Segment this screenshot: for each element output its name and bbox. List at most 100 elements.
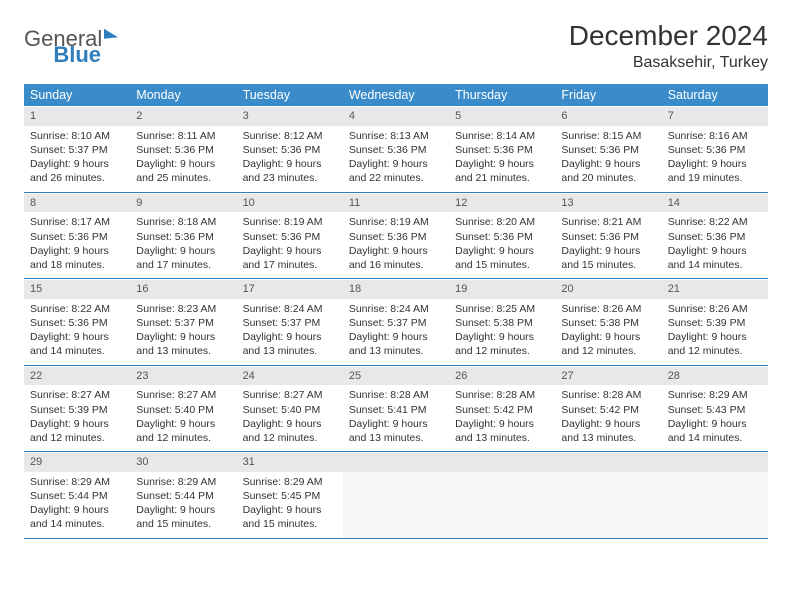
sunset-text: Sunset: 5:39 PM (668, 316, 762, 330)
day-body: Sunrise: 8:13 AMSunset: 5:36 PMDaylight:… (343, 126, 449, 192)
sunrise-text: Sunrise: 8:26 AM (561, 302, 655, 316)
daylight-text: Daylight: 9 hours and 23 minutes. (243, 157, 337, 185)
day-body: Sunrise: 8:27 AMSunset: 5:40 PMDaylight:… (237, 385, 343, 451)
sunset-text: Sunset: 5:39 PM (30, 403, 124, 417)
daylight-text: Daylight: 9 hours and 20 minutes. (561, 157, 655, 185)
sunrise-text: Sunrise: 8:26 AM (668, 302, 762, 316)
calendar-cell: 15Sunrise: 8:22 AMSunset: 5:36 PMDayligh… (24, 279, 130, 366)
weekday-header: Saturday (662, 84, 768, 106)
sunrise-text: Sunrise: 8:28 AM (561, 388, 655, 402)
calendar-cell: 24Sunrise: 8:27 AMSunset: 5:40 PMDayligh… (237, 365, 343, 452)
sunrise-text: Sunrise: 8:28 AM (455, 388, 549, 402)
logo-sail-icon (104, 27, 118, 38)
calendar-cell: 12Sunrise: 8:20 AMSunset: 5:36 PMDayligh… (449, 192, 555, 279)
calendar-row: 8Sunrise: 8:17 AMSunset: 5:36 PMDaylight… (24, 192, 768, 279)
day-number: 8 (24, 193, 130, 213)
calendar-row: 15Sunrise: 8:22 AMSunset: 5:36 PMDayligh… (24, 279, 768, 366)
calendar-cell: 8Sunrise: 8:17 AMSunset: 5:36 PMDaylight… (24, 192, 130, 279)
calendar-cell: 17Sunrise: 8:24 AMSunset: 5:37 PMDayligh… (237, 279, 343, 366)
sunset-text: Sunset: 5:40 PM (243, 403, 337, 417)
day-number: 22 (24, 366, 130, 386)
logo-line2: GeBlue (24, 42, 768, 68)
day-body: Sunrise: 8:14 AMSunset: 5:36 PMDaylight:… (449, 126, 555, 192)
calendar-cell: 14Sunrise: 8:22 AMSunset: 5:36 PMDayligh… (662, 192, 768, 279)
sunset-text: Sunset: 5:36 PM (561, 230, 655, 244)
daylight-text: Daylight: 9 hours and 17 minutes. (243, 244, 337, 272)
day-body: Sunrise: 8:15 AMSunset: 5:36 PMDaylight:… (555, 126, 661, 192)
calendar-cell: 9Sunrise: 8:18 AMSunset: 5:36 PMDaylight… (130, 192, 236, 279)
day-body: Sunrise: 8:24 AMSunset: 5:37 PMDaylight:… (343, 299, 449, 365)
day-number: 1 (24, 106, 130, 126)
day-body: Sunrise: 8:22 AMSunset: 5:36 PMDaylight:… (662, 212, 768, 278)
sunrise-text: Sunrise: 8:23 AM (136, 302, 230, 316)
calendar-cell: 6Sunrise: 8:15 AMSunset: 5:36 PMDaylight… (555, 106, 661, 192)
sunrise-text: Sunrise: 8:21 AM (561, 215, 655, 229)
day-body: Sunrise: 8:28 AMSunset: 5:42 PMDaylight:… (555, 385, 661, 451)
sunset-text: Sunset: 5:36 PM (455, 143, 549, 157)
sunset-text: Sunset: 5:36 PM (561, 143, 655, 157)
sunset-text: Sunset: 5:44 PM (136, 489, 230, 503)
calendar-cell: 16Sunrise: 8:23 AMSunset: 5:37 PMDayligh… (130, 279, 236, 366)
sunset-text: Sunset: 5:36 PM (243, 230, 337, 244)
weekday-header: Sunday (24, 84, 130, 106)
day-body: Sunrise: 8:24 AMSunset: 5:37 PMDaylight:… (237, 299, 343, 365)
sunset-text: Sunset: 5:36 PM (136, 143, 230, 157)
sunrise-text: Sunrise: 8:19 AM (349, 215, 443, 229)
weekday-header: Wednesday (343, 84, 449, 106)
day-body: Sunrise: 8:19 AMSunset: 5:36 PMDaylight:… (343, 212, 449, 278)
calendar-body: 1Sunrise: 8:10 AMSunset: 5:37 PMDaylight… (24, 106, 768, 538)
sunrise-text: Sunrise: 8:29 AM (136, 475, 230, 489)
daylight-text: Daylight: 9 hours and 13 minutes. (349, 330, 443, 358)
day-body: Sunrise: 8:17 AMSunset: 5:36 PMDaylight:… (24, 212, 130, 278)
daylight-text: Daylight: 9 hours and 18 minutes. (30, 244, 124, 272)
day-number: 29 (24, 452, 130, 472)
sunset-text: Sunset: 5:42 PM (455, 403, 549, 417)
day-number: 9 (130, 193, 236, 213)
day-body: Sunrise: 8:16 AMSunset: 5:36 PMDaylight:… (662, 126, 768, 192)
calendar-cell: 21Sunrise: 8:26 AMSunset: 5:39 PMDayligh… (662, 279, 768, 366)
day-number-empty (555, 452, 661, 472)
calendar-cell-empty (343, 452, 449, 539)
daylight-text: Daylight: 9 hours and 14 minutes. (30, 503, 124, 531)
sunset-text: Sunset: 5:41 PM (349, 403, 443, 417)
sunrise-text: Sunrise: 8:13 AM (349, 129, 443, 143)
sunset-text: Sunset: 5:36 PM (243, 143, 337, 157)
calendar-cell: 7Sunrise: 8:16 AMSunset: 5:36 PMDaylight… (662, 106, 768, 192)
daylight-text: Daylight: 9 hours and 12 minutes. (30, 417, 124, 445)
day-number: 30 (130, 452, 236, 472)
daylight-text: Daylight: 9 hours and 15 minutes. (455, 244, 549, 272)
day-body: Sunrise: 8:10 AMSunset: 5:37 PMDaylight:… (24, 126, 130, 192)
weekday-header: Tuesday (237, 84, 343, 106)
daylight-text: Daylight: 9 hours and 12 minutes. (455, 330, 549, 358)
daylight-text: Daylight: 9 hours and 14 minutes. (668, 244, 762, 272)
day-number: 13 (555, 193, 661, 213)
sunset-text: Sunset: 5:38 PM (561, 316, 655, 330)
sunrise-text: Sunrise: 8:24 AM (349, 302, 443, 316)
calendar-cell: 4Sunrise: 8:13 AMSunset: 5:36 PMDaylight… (343, 106, 449, 192)
day-body: Sunrise: 8:19 AMSunset: 5:36 PMDaylight:… (237, 212, 343, 278)
day-body: Sunrise: 8:20 AMSunset: 5:36 PMDaylight:… (449, 212, 555, 278)
calendar-cell: 25Sunrise: 8:28 AMSunset: 5:41 PMDayligh… (343, 365, 449, 452)
sunset-text: Sunset: 5:42 PM (561, 403, 655, 417)
day-number: 26 (449, 366, 555, 386)
day-body: Sunrise: 8:29 AMSunset: 5:44 PMDaylight:… (130, 472, 236, 538)
sunset-text: Sunset: 5:37 PM (136, 316, 230, 330)
daylight-text: Daylight: 9 hours and 12 minutes. (561, 330, 655, 358)
day-body: Sunrise: 8:28 AMSunset: 5:41 PMDaylight:… (343, 385, 449, 451)
day-number: 5 (449, 106, 555, 126)
daylight-text: Daylight: 9 hours and 25 minutes. (136, 157, 230, 185)
calendar-row: 29Sunrise: 8:29 AMSunset: 5:44 PMDayligh… (24, 452, 768, 539)
day-number: 27 (555, 366, 661, 386)
calendar-page: General December 2024 Basaksehir, Turkey… (0, 0, 792, 559)
sunrise-text: Sunrise: 8:18 AM (136, 215, 230, 229)
day-number: 2 (130, 106, 236, 126)
day-number-empty (449, 452, 555, 472)
daylight-text: Daylight: 9 hours and 13 minutes. (243, 330, 337, 358)
weekday-header: Thursday (449, 84, 555, 106)
sunrise-text: Sunrise: 8:22 AM (668, 215, 762, 229)
day-number: 11 (343, 193, 449, 213)
calendar-cell: 31Sunrise: 8:29 AMSunset: 5:45 PMDayligh… (237, 452, 343, 539)
daylight-text: Daylight: 9 hours and 17 minutes. (136, 244, 230, 272)
day-number: 24 (237, 366, 343, 386)
daylight-text: Daylight: 9 hours and 13 minutes. (136, 330, 230, 358)
